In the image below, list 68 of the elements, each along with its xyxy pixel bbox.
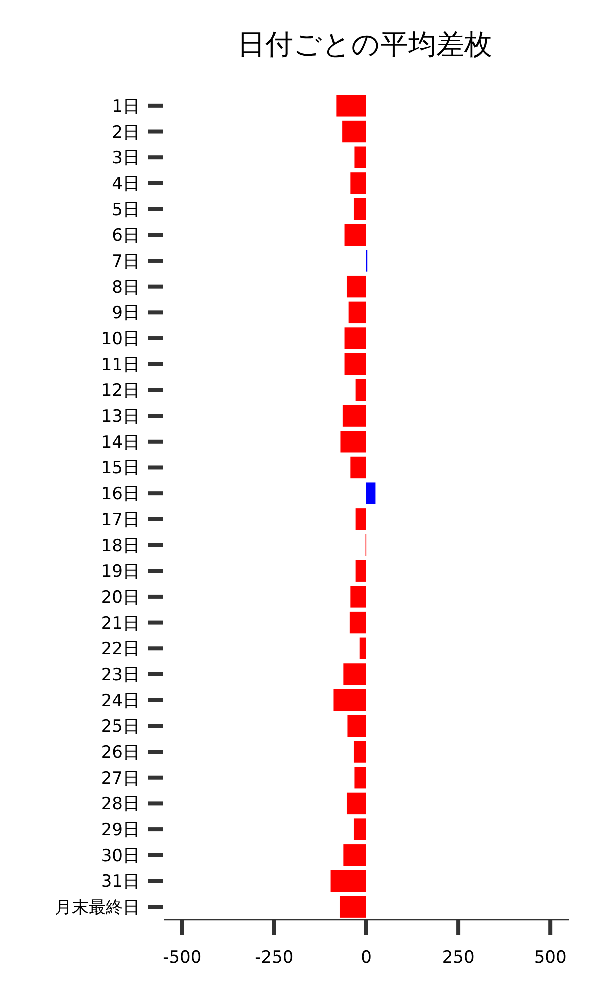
bar bbox=[360, 638, 366, 660]
x-tick-label: 0 bbox=[361, 948, 372, 968]
bar bbox=[354, 741, 366, 763]
y-tick-label: 5日 bbox=[112, 200, 140, 220]
bar bbox=[344, 328, 366, 350]
bar bbox=[348, 715, 366, 738]
bar bbox=[344, 354, 366, 376]
bar bbox=[350, 586, 366, 608]
bar bbox=[350, 456, 366, 479]
bar bbox=[330, 870, 366, 892]
bar bbox=[344, 224, 366, 246]
y-tick-label: 23日 bbox=[101, 665, 140, 686]
bar bbox=[342, 120, 366, 143]
bar bbox=[346, 792, 366, 815]
y-tick-label: 27日 bbox=[101, 768, 140, 789]
bar bbox=[350, 172, 366, 194]
y-tick-label: 29日 bbox=[101, 820, 140, 841]
bar bbox=[340, 896, 366, 918]
y-tick-label: 25日 bbox=[101, 717, 140, 738]
bar bbox=[354, 146, 366, 168]
bar bbox=[342, 405, 366, 427]
y-tick-label: 10日 bbox=[101, 330, 140, 350]
bar bbox=[350, 612, 366, 634]
y-tick-label: 9日 bbox=[112, 304, 140, 324]
bar bbox=[348, 302, 366, 324]
y-tick-label: 8日 bbox=[112, 278, 140, 298]
y-tick-label: 22日 bbox=[101, 640, 140, 660]
x-tick-label: -250 bbox=[255, 948, 294, 968]
y-tick-label: 15日 bbox=[101, 458, 140, 479]
y-tick-label: 28日 bbox=[101, 794, 140, 815]
y-tick-label: 19日 bbox=[101, 562, 140, 582]
chart-title: 日付ごとの平均差枚 bbox=[238, 28, 492, 61]
y-tick-label: 2日 bbox=[112, 122, 140, 143]
x-tick-label: 250 bbox=[442, 948, 475, 968]
y-tick-label: 6日 bbox=[112, 226, 140, 246]
bar bbox=[346, 276, 366, 298]
y-tick-label: 30日 bbox=[101, 846, 140, 866]
y-tick-label: 26日 bbox=[101, 743, 140, 764]
y-tick-label: 24日 bbox=[101, 691, 140, 712]
bar bbox=[340, 431, 366, 453]
bar bbox=[336, 95, 366, 117]
y-tick-label: 4日 bbox=[112, 174, 140, 194]
y-tick-label: 31日 bbox=[101, 872, 140, 892]
y-tick-label: 18日 bbox=[101, 536, 140, 556]
bar bbox=[354, 198, 366, 220]
y-tick-label: 12日 bbox=[101, 381, 140, 402]
bar bbox=[354, 818, 366, 840]
bar bbox=[344, 844, 366, 866]
y-tick-label: 7日 bbox=[112, 252, 140, 272]
bar bbox=[356, 508, 366, 530]
bar bbox=[356, 560, 366, 582]
bar bbox=[356, 379, 366, 402]
bar bbox=[334, 689, 366, 712]
y-tick-label: 14日 bbox=[101, 432, 140, 453]
x-tick-label: -500 bbox=[163, 948, 202, 968]
bar bbox=[344, 664, 366, 686]
y-tick-label: 13日 bbox=[101, 407, 140, 428]
y-tick-label: 21日 bbox=[101, 614, 140, 634]
y-tick-label: 月末最終日 bbox=[55, 898, 140, 918]
y-tick-label: 1日 bbox=[112, 96, 140, 117]
y-tick-label: 3日 bbox=[112, 148, 140, 169]
bar bbox=[366, 482, 376, 504]
bar bbox=[354, 767, 366, 789]
y-tick-label: 20日 bbox=[101, 588, 140, 608]
x-tick-label: 500 bbox=[534, 948, 567, 968]
y-tick-label: 11日 bbox=[101, 355, 140, 376]
y-tick-label: 17日 bbox=[101, 510, 140, 530]
y-tick-label: 16日 bbox=[101, 484, 140, 505]
